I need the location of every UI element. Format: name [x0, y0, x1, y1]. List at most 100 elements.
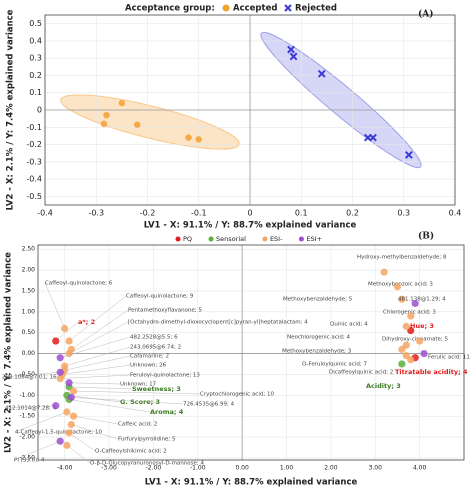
- point: [69, 387, 78, 395]
- x-tick-label: -2.00: [146, 465, 162, 472]
- leader-line: [13, 441, 61, 461]
- point: [69, 412, 78, 420]
- point-label: O-Caffeoylshikimic acid; 2: [95, 449, 167, 455]
- point-label: Methoxybenzaldehyde; 5: [283, 297, 353, 303]
- y-tick-label: -0.4: [26, 175, 42, 184]
- point: [118, 99, 126, 107]
- point-label: Feruloyl-quinolactone; 13: [130, 373, 200, 379]
- x-tick-label: -0.1: [191, 209, 207, 218]
- point-label: [Octahydro-dimethyl-dioxocyclopent[c]pyr…: [128, 320, 308, 326]
- point: [56, 374, 64, 383]
- point-label: 412.1014@7.28; 4: [5, 406, 57, 412]
- legend-symbol: [262, 236, 268, 242]
- point-label: Neochlorogenic acid; 4: [287, 335, 350, 341]
- leader-line: [1, 372, 61, 378]
- point-label: Pentamethoxyflavanone; 5: [128, 308, 202, 314]
- point-label: Methoxybenzaldehyde; 3: [282, 349, 352, 355]
- y-tick-label: -0.2: [26, 140, 42, 149]
- x-tick-label: 0.00: [235, 465, 249, 472]
- leader-line: [68, 432, 96, 452]
- y-tick-label: 0.1: [29, 88, 42, 97]
- plot-frame: [44, 14, 456, 206]
- legend-label: ESI-: [270, 235, 283, 243]
- point: [411, 299, 419, 308]
- y-tick-label: -2.50: [19, 454, 35, 461]
- leader-line: [71, 309, 129, 350]
- y-tick-label: 0.2: [29, 71, 42, 80]
- point-label: Unknown; 26: [130, 363, 167, 369]
- point: [67, 420, 75, 429]
- point: [61, 324, 69, 333]
- point: [420, 349, 428, 358]
- panel-label: (B): [418, 231, 434, 242]
- leader-line: [64, 346, 131, 367]
- legend-label: Accepted: [233, 4, 277, 14]
- point-label: Ferulic acid; 11: [428, 355, 470, 361]
- legend-symbol: [298, 236, 304, 242]
- y-tick-label: 0.3: [29, 54, 42, 63]
- point: [56, 437, 64, 445]
- point-label: Titratable acidity; 4: [395, 368, 468, 376]
- point-label: Hydroxy-methylbenzaldehyde; 8: [357, 255, 447, 261]
- leader-line: [71, 397, 184, 405]
- leader-line: [4, 405, 56, 409]
- point-label: Hue; 3: [410, 322, 434, 330]
- point-label: Sweetness; 3: [132, 385, 181, 393]
- point: [393, 283, 402, 291]
- point: [398, 345, 406, 353]
- legend-label: Rejected: [295, 4, 337, 14]
- leader-line: [60, 374, 131, 379]
- y-tick-label: -1.50: [19, 413, 35, 420]
- x-tick-label: 0.4: [449, 209, 462, 218]
- point-label: Chlorogenic acid; 3: [383, 310, 436, 316]
- point-label: Aroma; 4: [150, 408, 184, 416]
- point: [416, 337, 424, 345]
- point-label: Acidity; 3: [366, 382, 401, 390]
- x-tick-label: 3.00: [369, 465, 383, 472]
- point-label: Methoxybenzoic acid; 3: [368, 282, 433, 288]
- legend-symbol: [284, 4, 292, 12]
- point-label: Unknown; 17: [120, 382, 157, 388]
- point-label: 726.4535@6.99; 4: [183, 402, 235, 408]
- x-tick-label: -0.3: [88, 209, 104, 218]
- point-label: 298.1064@7.01; 16: [2, 375, 57, 381]
- point: [407, 356, 415, 364]
- point: [67, 393, 75, 401]
- leader-line: [68, 295, 127, 342]
- x-tick-label: 0: [247, 209, 252, 218]
- point: [398, 360, 406, 368]
- point: [63, 441, 71, 449]
- x-tick-label: 0.2: [346, 209, 359, 218]
- point: [63, 408, 71, 416]
- legend-label: ESI+: [306, 235, 322, 243]
- point: [404, 151, 413, 159]
- panel-label: (A): [418, 9, 434, 20]
- x-tick-label: -4.00: [57, 465, 73, 472]
- legend-symbol: [208, 236, 214, 242]
- y-tick-label: -0.1: [26, 123, 42, 132]
- y-tick-label: 2.50: [22, 246, 36, 253]
- plot-frame: [37, 244, 465, 461]
- point-label: 482.2528@5.5; 6: [130, 335, 178, 341]
- y-tick-label: 1.00: [22, 308, 36, 315]
- leader-line: [71, 424, 119, 440]
- leader-line: [69, 399, 151, 413]
- point-label: a*; 2: [78, 318, 95, 326]
- point: [287, 45, 295, 54]
- x-axis-label: LV1 - X: 91.1% / Y: 88.7% explained vari…: [145, 478, 358, 488]
- y-tick-label: -0.5: [26, 192, 42, 201]
- point-label: Quinic acid; 4: [330, 322, 368, 328]
- leader-line: [73, 390, 201, 395]
- point-label: O-β-D-Glucopyranuronosyl-D-mannose; 4: [90, 461, 205, 467]
- x-tick-label: -0.2: [140, 209, 156, 218]
- x-tick-label: 4.00: [413, 465, 427, 472]
- point-label: Caffeoyl-quinolactone; 9: [126, 294, 194, 300]
- point: [317, 69, 326, 78]
- y-axis-label: LV2 - X: 2.1% / Y: 7.4% explained varian…: [6, 9, 16, 210]
- confidence-ellipse: [60, 94, 240, 150]
- point: [134, 121, 141, 128]
- y-tick-label: -0.50: [19, 371, 35, 378]
- point-label: PI (33.0); 4: [14, 458, 45, 464]
